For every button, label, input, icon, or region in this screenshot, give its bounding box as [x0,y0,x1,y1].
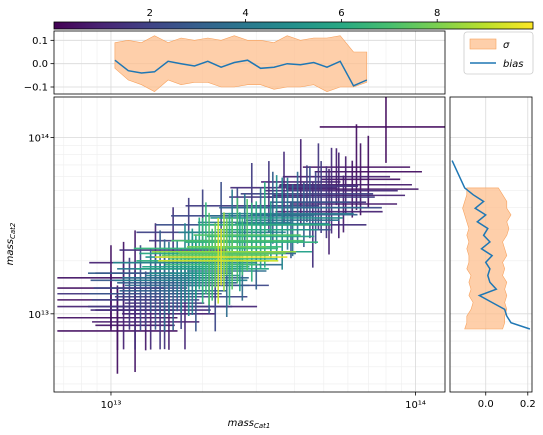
colorbar-tick-label: 8 [434,8,440,19]
data-point [178,217,286,290]
legend: σ bias [463,31,534,75]
data-point [206,204,315,269]
colorbar-ticks: 2 4 6 8 [147,8,440,22]
data-point [286,160,419,218]
right-residual-panel: 0.0 0.2 [449,96,536,410]
data-point [193,199,301,271]
colorbar-tick-label: 2 [147,8,153,19]
data-point [95,270,175,350]
x-axis-label: massCat1 [228,418,271,430]
data-point [240,165,374,223]
data-point [142,234,250,300]
data-point [231,171,364,244]
data-point [187,218,267,276]
data-point [154,228,288,286]
xtick-label: 0.0 [478,399,494,410]
data-point [161,222,269,288]
top-panel-yticks: 0.1 0.0 −0.1 [24,36,54,94]
colorbar-tick-label: 4 [242,8,248,19]
main-panel-frame [53,96,446,393]
ytick-label: 10¹³ [28,310,49,321]
ytick-label: 0.0 [32,59,48,70]
data-point [272,152,406,239]
legend-sigma-label: σ [503,40,510,51]
top-residual-panel: 0.1 0.0 −0.1 [24,30,446,95]
right-bias-line [451,160,531,330]
colorbar-tick-label: 6 [338,8,344,19]
data-point [151,212,297,292]
data-point [93,245,188,331]
top-sigma-band [114,35,368,93]
data-point [185,202,319,282]
data-point [267,161,375,234]
right-sigma-band [462,187,512,330]
y-axis-label: massCat2 [5,222,17,265]
xtick-label: 10¹³ [101,400,122,411]
data-point [89,257,222,330]
data-point [169,212,249,305]
xtick-label: 0.2 [520,399,536,410]
data-point [250,182,358,248]
top-bias-line [114,59,368,87]
main-panel-points [57,97,445,374]
main-panel-ticks: 10¹³ 10¹⁴ 10¹³ 10¹⁴ [28,134,426,411]
data-point [235,177,330,270]
ytick-label: 0.1 [32,36,48,47]
data-point [230,151,338,224]
right-panel-xticks: 0.0 0.2 [478,392,536,410]
data-point [112,223,258,303]
data-point [270,166,350,239]
data-point [133,202,279,295]
ytick-label: −0.1 [24,83,48,94]
ytick-label: 10¹⁴ [28,134,49,145]
data-point [158,217,279,304]
legend-sigma-swatch [469,38,497,50]
data-point [319,97,445,163]
colorbar-gradient [53,21,534,30]
colorbar: 2 4 6 8 [53,8,534,30]
data-point [171,197,304,284]
data-point [245,184,340,257]
main-scatter-panel: 10¹³ 10¹⁴ 10¹³ 10¹⁴ massCat1 massCat2 [5,96,446,430]
legend-bias-label: bias [503,59,523,70]
xtick-label: 10¹⁴ [405,400,426,411]
data-point [221,177,354,250]
right-panel-frame [449,96,533,393]
top-panel-frame [53,30,446,95]
